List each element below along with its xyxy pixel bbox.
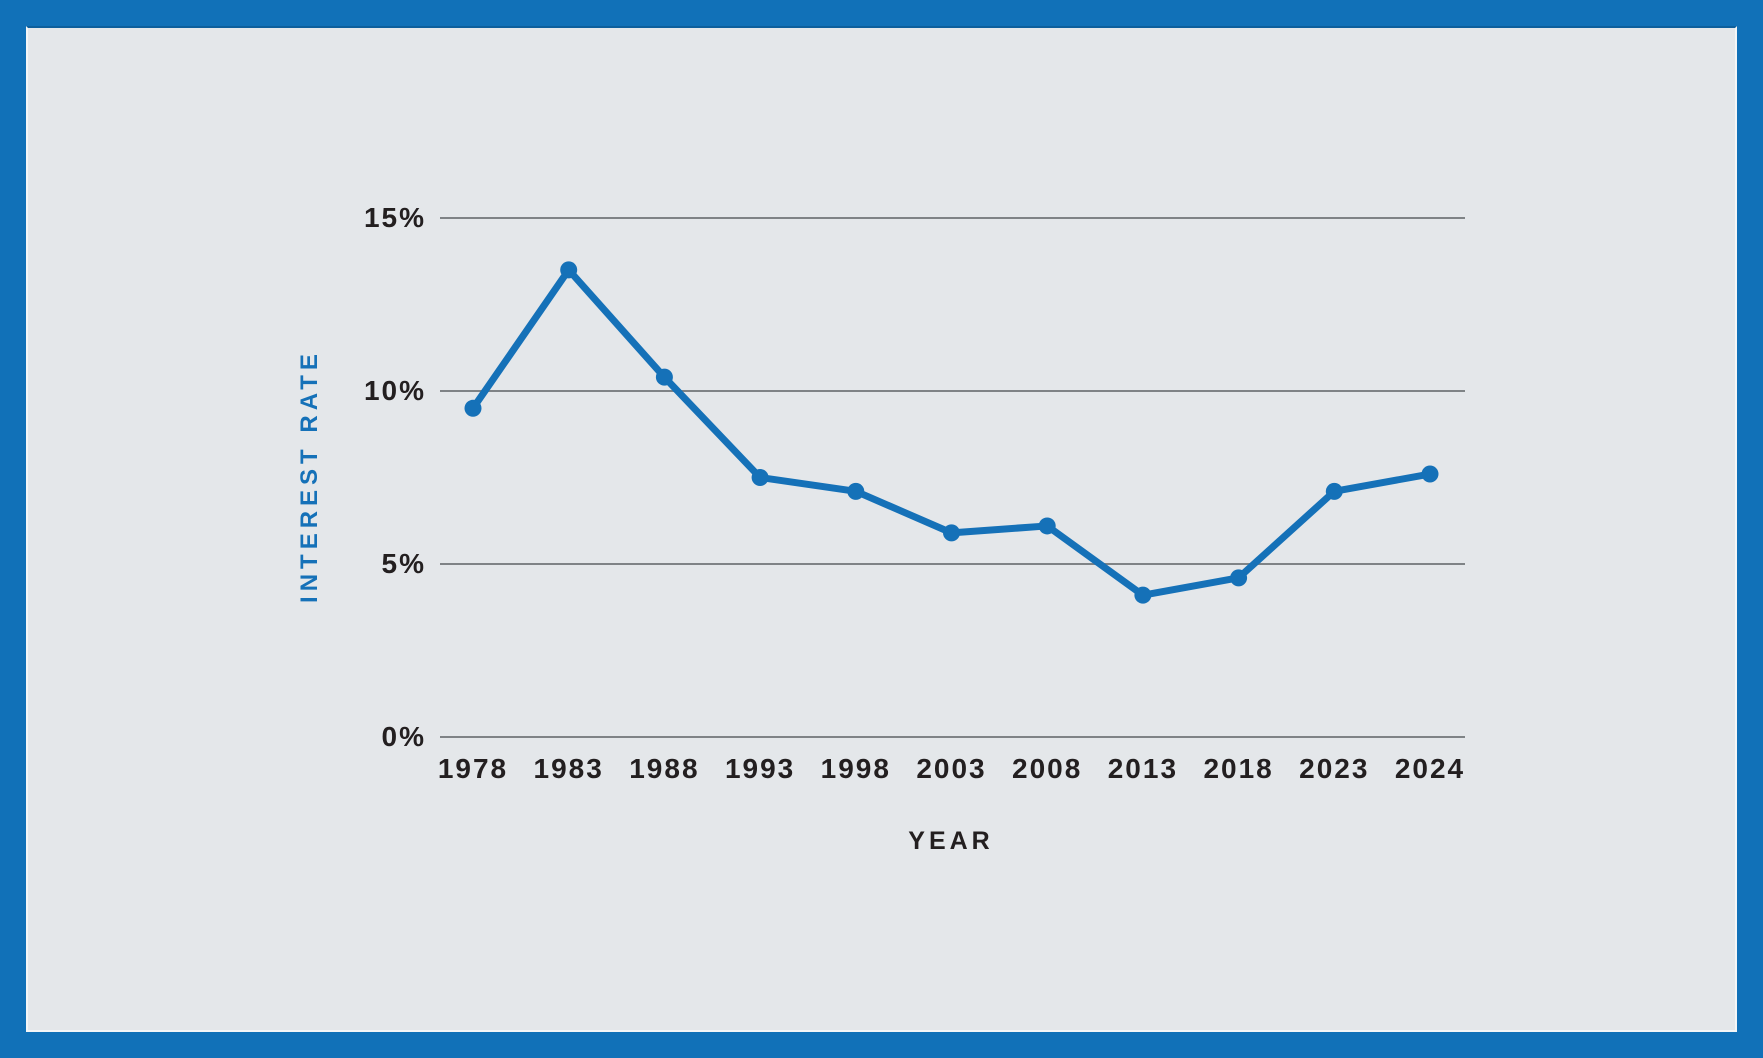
x-tick-label-1998: 1998 — [820, 753, 891, 784]
x-tick-label-1983: 1983 — [533, 753, 604, 784]
chart-panel — [26, 26, 1737, 1032]
x-tick-label-2018: 2018 — [1203, 753, 1274, 784]
x-tick-label-2024: 2024 — [1394, 753, 1466, 784]
x-tick-label-2003: 2003 — [916, 753, 987, 784]
data-point-2023 — [1325, 482, 1343, 500]
trend-line-series — [464, 261, 1439, 604]
x-tick-label-2008: 2008 — [1012, 753, 1083, 784]
gridlines — [440, 217, 1465, 738]
trend-line — [469, 266, 1434, 599]
y-tick-label-15%: 15% — [363, 202, 426, 233]
data-point-1998 — [847, 482, 865, 500]
x-tick-label-1988: 1988 — [629, 753, 700, 784]
data-point-1978 — [464, 399, 482, 417]
x-tick-label-1993: 1993 — [724, 753, 796, 784]
data-point-1993 — [751, 469, 769, 486]
x-axis-title: YEAR — [908, 827, 994, 855]
data-point-2003 — [943, 524, 960, 542]
data-point-1988 — [655, 368, 673, 386]
y-tick-label-0%: 0% — [381, 721, 426, 752]
x-tick-label-2023: 2023 — [1299, 753, 1370, 784]
y-tick-label-5%: 5% — [381, 548, 426, 579]
y-axis-title: INTEREST RATE — [296, 349, 323, 603]
y-tick-label-10%: 10% — [363, 375, 426, 406]
x-tick-label-1978: 1978 — [437, 753, 509, 784]
data-point-1983 — [560, 261, 578, 279]
data-point-2008 — [1038, 517, 1056, 535]
data-point-2013 — [1134, 586, 1152, 604]
data-point-2024 — [1421, 465, 1439, 483]
x-tick-label-2013: 2013 — [1107, 753, 1179, 784]
data-point-2018 — [1230, 569, 1248, 587]
